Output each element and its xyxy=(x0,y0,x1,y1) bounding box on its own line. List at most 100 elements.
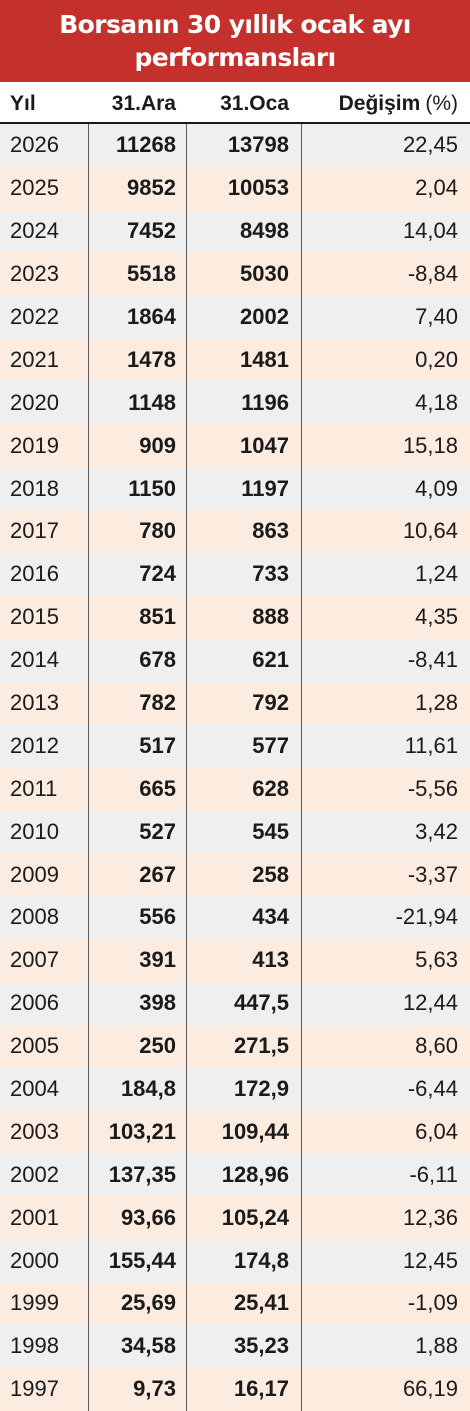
cell-dec31: 9,73 xyxy=(133,1376,176,1402)
table-row: 2012 517 577 11,61 xyxy=(0,724,470,768)
column-divider xyxy=(301,767,302,811)
cell-year: 2002 xyxy=(10,1161,59,1187)
column-divider xyxy=(186,681,187,725)
table-body: 2026 11268 13798 22,45 2025 9852 10053 2,04 2024… xyxy=(0,124,470,1411)
column-divider xyxy=(301,424,302,468)
cell-year: 1999 xyxy=(10,1290,59,1316)
cell-change: 15,18 xyxy=(402,432,458,458)
table-row: 2021 1478 1481 0,20 xyxy=(0,338,470,382)
table-row: 2022 1864 2002 7,40 xyxy=(0,295,470,339)
cell-jan31: 733 xyxy=(252,561,289,587)
cell-dec31: 665 xyxy=(139,775,176,801)
column-divider xyxy=(88,510,89,553)
cell-year: 2008 xyxy=(10,904,59,930)
column-divider xyxy=(88,1067,89,1111)
cell-change: 12,44 xyxy=(402,990,458,1016)
table-row: 2006 398 447,5 12,44 xyxy=(0,981,470,1025)
table-row: 2010 527 545 3,42 xyxy=(0,810,470,854)
cell-year: 2020 xyxy=(10,389,59,415)
cell-jan31: 1196 xyxy=(241,389,289,415)
column-divider xyxy=(301,1282,302,1325)
cell-change: -6,11 xyxy=(409,1161,458,1187)
cell-year: 2016 xyxy=(10,561,59,587)
cell-jan31: 628 xyxy=(252,775,289,801)
cell-dec31: 556 xyxy=(139,904,176,930)
column-divider xyxy=(301,209,302,253)
cell-year: 2010 xyxy=(10,818,59,844)
table-header: Yıl 31.Ara 31.Oca Değişim (%) xyxy=(0,86,470,124)
cell-change: 7,40 xyxy=(415,304,458,329)
cell-dec31: 1148 xyxy=(128,389,176,415)
table-row: 2000 155,44 174,8 12,45 xyxy=(0,1239,470,1283)
column-divider xyxy=(88,1024,89,1068)
cell-dec31: 517 xyxy=(139,732,176,758)
title-line-1: Borsanın 30 yıllık ocak ayı xyxy=(59,10,411,39)
column-divider xyxy=(301,681,302,725)
cell-jan31: 792 xyxy=(252,690,289,716)
cell-dec31: 137,35 xyxy=(108,1161,176,1187)
table-row: 2002 137,35 128,96 -6,11 xyxy=(0,1153,470,1197)
cell-dec31: 1478 xyxy=(127,346,176,372)
title-banner: Borsanın 30 yıllık ocak ayı performansla… xyxy=(0,0,470,82)
cell-dec31: 1864 xyxy=(127,304,176,329)
cell-jan31: 1481 xyxy=(240,346,289,372)
column-divider xyxy=(186,166,187,210)
column-divider xyxy=(186,1067,187,1111)
column-divider xyxy=(301,1367,302,1411)
column-divider xyxy=(186,810,187,854)
cell-change: 1,24 xyxy=(415,561,458,587)
header-change-unit: (%) xyxy=(425,92,458,115)
cell-change: 6,04 xyxy=(415,1118,458,1144)
header-change-label: Değişim xyxy=(338,92,421,115)
header-jan31: 31.Oca xyxy=(220,92,289,115)
column-divider xyxy=(301,724,302,768)
cell-year: 2021 xyxy=(10,346,59,372)
cell-change: 8,60 xyxy=(415,1033,458,1059)
column-divider xyxy=(301,467,302,511)
cell-dec31: 527 xyxy=(139,818,176,844)
column-divider xyxy=(186,1324,187,1368)
table-row: 2008 556 434 -21,94 xyxy=(0,896,470,939)
cell-jan31: 577 xyxy=(252,732,289,758)
column-divider xyxy=(186,510,187,553)
column-divider xyxy=(186,896,187,939)
cell-change: 5,63 xyxy=(415,947,458,973)
cell-jan31: 109,44 xyxy=(221,1118,289,1144)
cell-year: 1997 xyxy=(10,1376,59,1402)
column-divider xyxy=(88,810,89,854)
cell-change: 66,19 xyxy=(402,1376,458,1402)
column-divider xyxy=(88,381,89,425)
cell-jan31: 447,5 xyxy=(233,990,289,1016)
cell-dec31: 103,21 xyxy=(108,1118,176,1144)
column-divider xyxy=(301,510,302,553)
table-row: 2019 909 1047 15,18 xyxy=(0,424,470,468)
column-divider xyxy=(186,724,187,768)
column-divider xyxy=(88,295,89,339)
column-divider xyxy=(88,681,89,725)
cell-jan31: 105,24 xyxy=(221,1204,289,1230)
cell-year: 2001 xyxy=(10,1204,59,1230)
cell-year: 2025 xyxy=(10,175,59,201)
column-divider xyxy=(301,981,302,1025)
cell-year: 2012 xyxy=(10,732,59,758)
cell-change: 3,42 xyxy=(415,818,458,844)
column-divider xyxy=(186,552,187,596)
column-divider xyxy=(88,252,89,296)
column-divider xyxy=(301,896,302,939)
cell-change: 1,88 xyxy=(415,1333,458,1359)
table-row: 2016 724 733 1,24 xyxy=(0,552,470,596)
column-divider xyxy=(301,1110,302,1154)
header-year: Yıl xyxy=(10,92,36,115)
table-row: 2017 780 863 10,64 xyxy=(0,510,470,553)
column-divider xyxy=(186,124,187,167)
column-divider xyxy=(301,381,302,425)
column-divider xyxy=(186,595,187,639)
column-divider xyxy=(88,724,89,768)
cell-jan31: 863 xyxy=(252,518,289,544)
table-row: 2001 93,66 105,24 12,36 xyxy=(0,1196,470,1240)
table-row: 2023 5518 5030 -8,84 xyxy=(0,252,470,296)
cell-year: 2018 xyxy=(10,475,59,501)
column-divider xyxy=(88,767,89,811)
column-divider xyxy=(88,1153,89,1197)
column-divider xyxy=(301,1067,302,1111)
